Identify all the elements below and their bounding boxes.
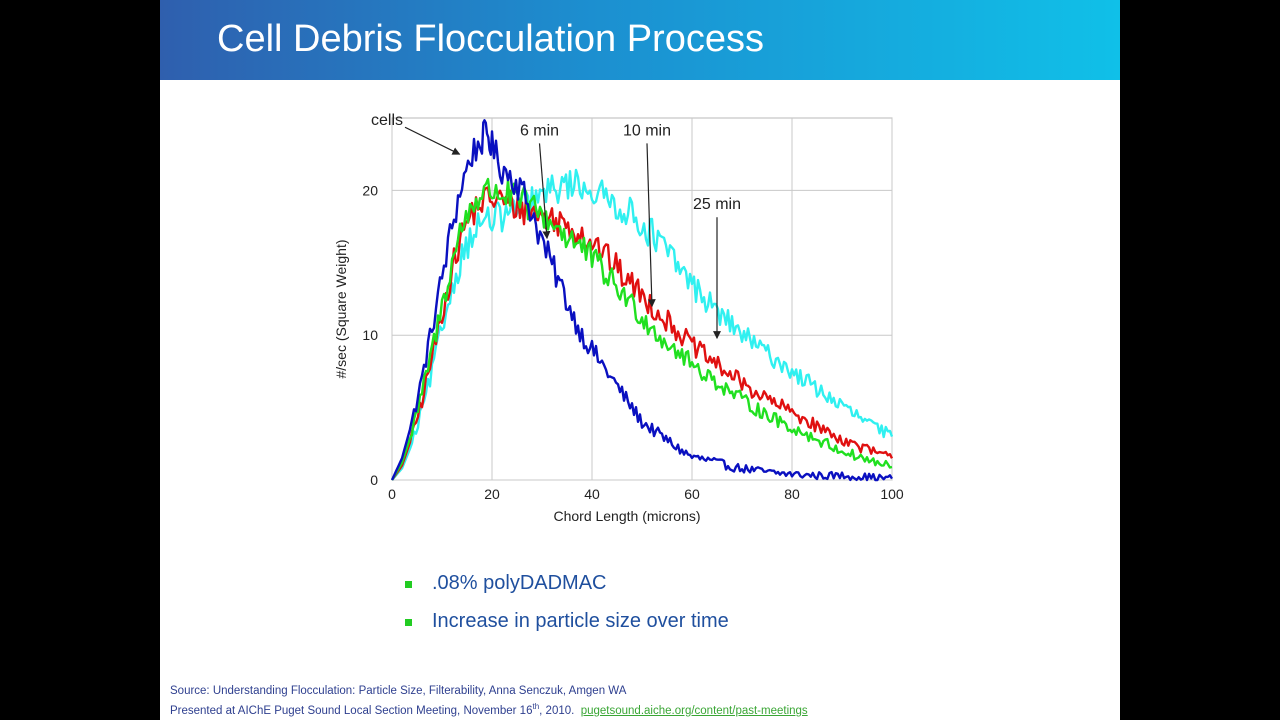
bullet-text: .08% polyDADMAC xyxy=(432,572,607,594)
bullet-square-icon xyxy=(405,619,412,626)
chord-length-chart: 0 20 40 60 80 100 0 10 20 Chord Length (microns) #… xyxy=(333,112,904,524)
series-line xyxy=(391,168,894,481)
series-line xyxy=(391,186,894,481)
chart-axes: 0 20 40 60 80 100 0 10 20 Chord Length (microns) #… xyxy=(333,182,904,524)
source-line-2-text: Presented at AIChE Puget Sound Local Sec… xyxy=(170,704,533,717)
bullet-text: Increase in particle size over time xyxy=(432,610,729,632)
x-tick-label: 0 xyxy=(388,486,396,502)
chart-annotations: cells 6 min 10 min 25 min xyxy=(371,112,741,340)
x-tick-label: 100 xyxy=(880,486,904,502)
bullet-square-icon xyxy=(405,581,412,588)
y-axis-label: #/sec (Square Weight) xyxy=(333,239,349,378)
source-link[interactable]: pugetsound.aiche.org/content/past-meetin… xyxy=(580,704,808,717)
x-tick-label: 60 xyxy=(684,486,700,502)
x-axis-label: Chord Length (microns) xyxy=(553,508,700,524)
annotation-arrow xyxy=(404,126,461,155)
y-tick-label: 20 xyxy=(362,182,378,198)
annotation-arrow xyxy=(646,143,656,308)
source-line-2-year: , 2010. xyxy=(539,704,575,717)
slide: Cell Debris Flocculation Process 0 20 40 60… xyxy=(160,0,1120,720)
annotation-label: 25 min xyxy=(693,196,741,213)
source-line-1: Source: Understanding Flocculation: Part… xyxy=(170,685,627,697)
annotation-arrow xyxy=(538,143,551,240)
source-line-2: Presented at AIChE Puget Sound Local Sec… xyxy=(170,699,808,719)
annotation-label: cells xyxy=(371,112,403,129)
chart-series xyxy=(390,119,894,482)
y-tick-label: 0 xyxy=(370,472,378,488)
y-tick-label: 10 xyxy=(362,327,378,343)
source-citation: Source: Understanding Flocculation: Part… xyxy=(170,683,808,719)
annotation-label: 10 min xyxy=(623,122,671,139)
annotation-label: 6 min xyxy=(520,122,559,139)
x-tick-label: 80 xyxy=(784,486,800,502)
x-tick-label: 40 xyxy=(584,486,600,502)
title-bar: Cell Debris Flocculation Process xyxy=(160,0,1120,80)
slide-title: Cell Debris Flocculation Process xyxy=(217,18,764,60)
series-line xyxy=(390,177,893,481)
x-tick-label: 20 xyxy=(484,486,500,502)
source-superscript: th xyxy=(532,702,540,711)
series-line xyxy=(390,119,894,482)
